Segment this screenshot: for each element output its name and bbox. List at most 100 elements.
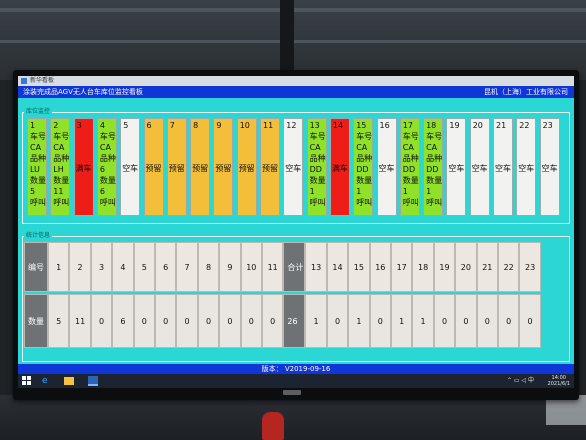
slot-cell[interactable]: 11 预留	[260, 118, 280, 216]
slot-quantity-cell: 0	[155, 294, 177, 348]
slot-detail-line: CA	[426, 143, 438, 152]
slot-cell[interactable]: 2 车号 CA 品种 LH 数量 11 呼叫	[50, 118, 71, 216]
slot-number-cell: 23	[519, 242, 541, 292]
slot-detail-line: 呼叫	[402, 198, 419, 207]
slot-cell[interactable]: 14 满车	[329, 118, 350, 216]
slot-status: 空车	[541, 164, 558, 173]
slot-number: 16	[379, 121, 390, 130]
slot-cell[interactable]: 12 空车	[283, 118, 304, 216]
slot-number: 15	[356, 121, 367, 130]
windows-start-icon[interactable]	[22, 376, 32, 386]
system-tray[interactable]: ⌃ ▭ ◁ 中	[506, 377, 534, 384]
clock-date: 2021/6/1	[547, 381, 570, 387]
slot-detail-line: 1	[356, 187, 362, 196]
slot-detail-line: 车号	[30, 132, 46, 141]
slot-cell[interactable]: 5 空车	[120, 118, 141, 216]
slot-quantity-cell: 6	[112, 294, 134, 348]
slot-status: 预留	[238, 164, 255, 173]
slot-number-cell: 14	[326, 242, 349, 292]
slot-number-cell: 3	[90, 242, 113, 292]
taskbar: e ⌃ ▭ ◁ 中 14:00 2021/6/1	[18, 374, 574, 388]
slot-cell[interactable]: 9 预留	[213, 118, 234, 216]
slot-cell[interactable]: 10 预留	[236, 118, 257, 216]
slot-detail-line: 车号	[426, 132, 443, 141]
file-explorer-icon[interactable]	[64, 377, 74, 385]
slots-panel	[22, 112, 570, 224]
slot-cell[interactable]: 15 车号 CA 品种 DD 数量 1 呼叫	[353, 118, 374, 216]
slot-detail-line: 车号	[99, 132, 116, 141]
slot-quantity-cell: 1	[305, 294, 327, 348]
slot-detail-line: 6	[99, 187, 105, 196]
slot-detail-line: 呼叫	[30, 198, 46, 207]
stats-panel	[22, 236, 570, 362]
slot-cell[interactable]: 4 车号 CA 品种 6 数量 6 呼叫	[96, 118, 117, 216]
slot-detail-line: CA	[53, 143, 65, 152]
slots-panel-label: 库位监控	[24, 108, 53, 115]
slot-cell[interactable]: 1 车号 CA 品种 LU 数量 5 呼叫	[27, 118, 47, 216]
slot-detail-line: CA	[356, 143, 368, 152]
slot-number: 2	[53, 121, 59, 130]
slot-number: 9	[216, 121, 222, 130]
slot-detail-line: 呼叫	[426, 198, 443, 207]
slot-detail-line: 1	[402, 187, 408, 196]
slot-cell[interactable]: 16 空车	[376, 118, 397, 216]
slot-detail-line: 6	[99, 165, 105, 174]
slot-quantity-cell: 0	[262, 294, 284, 348]
clock-time: 14:00	[551, 375, 566, 381]
version-bar: 版本： V2019-09-16	[18, 364, 574, 374]
slot-number: 20	[472, 121, 483, 130]
slot-cell[interactable]: 13 车号 CA 品种 DD 数量 1 呼叫	[306, 118, 327, 216]
slot-number: 5	[123, 121, 129, 130]
slot-cell[interactable]: 23 空车	[539, 118, 560, 216]
slot-detail-line: 数量	[356, 176, 373, 185]
monitor-screen: 新华看板 涂装完成品AGV无人台车库位监控看板 昆机（上海）工业有限公司 库位监…	[18, 76, 574, 388]
slot-cell[interactable]: 22 空车	[516, 118, 537, 216]
slot-number-cell: 10	[240, 242, 262, 292]
edge-browser-icon[interactable]: e	[42, 376, 48, 386]
slot-cell[interactable]: 20 空车	[469, 118, 490, 216]
slot-detail-line: DD	[402, 165, 416, 174]
slot-status: 预留	[215, 164, 232, 173]
slot-number: 17	[402, 121, 413, 130]
slot-quantity-cell: 0	[90, 294, 113, 348]
slot-cell[interactable]: 8 预留	[190, 118, 211, 216]
slot-quantity-cell: 0	[176, 294, 198, 348]
slot-cell[interactable]: 21 空车	[493, 118, 513, 216]
slot-detail-line: 车号	[309, 132, 326, 141]
slot-quantity-cell: 0	[455, 294, 477, 348]
slot-cell[interactable]: 18 车号 CA 品种 DD 数量 1 呼叫	[423, 118, 444, 216]
slot-cell[interactable]: 6 预留	[143, 118, 164, 216]
slot-number-cell: 20	[455, 242, 477, 292]
slot-number-cell: 11	[262, 242, 284, 292]
clock[interactable]: 14:00 2021/6/1	[548, 375, 570, 387]
slot-cell[interactable]: 3 满车	[73, 118, 94, 216]
slot-number: 10	[239, 121, 250, 130]
slot-quantity-cell: 0	[219, 294, 241, 348]
slot-detail-line: 品种	[309, 154, 326, 163]
slot-number: 23	[542, 121, 553, 130]
total-label: 合计	[283, 242, 306, 292]
slot-number-cell: 9	[219, 242, 241, 292]
slot-status: 空车	[122, 164, 139, 173]
slot-detail-line: 数量	[402, 176, 419, 185]
slot-detail-line: 1	[309, 187, 315, 196]
taskbar-app-button[interactable]	[88, 376, 98, 386]
slot-status: 空车	[471, 164, 488, 173]
stats-panel-label: 统计信息	[24, 232, 53, 239]
slot-cell[interactable]: 17 车号 CA 品种 DD 数量 1 呼叫	[399, 118, 420, 216]
slot-detail-line: 数量	[309, 176, 326, 185]
slot-detail-line: DD	[426, 165, 439, 174]
slot-detail-line: 数量	[426, 176, 443, 185]
slot-status: 满车	[331, 164, 348, 173]
slot-detail-line: 品种	[53, 154, 70, 163]
app-icon	[21, 78, 27, 84]
slot-number-cell: 1	[48, 242, 70, 292]
slot-number: 18	[426, 121, 437, 130]
slot-detail-line: CA	[99, 143, 111, 152]
slot-number-cell: 15	[348, 242, 370, 292]
slot-cell[interactable]: 19 空车	[446, 118, 467, 216]
slot-status: 空车	[518, 164, 535, 173]
window-title: 新华看板	[30, 77, 55, 84]
slot-cell[interactable]: 7 预留	[166, 118, 187, 216]
slot-number-cell: 17	[391, 242, 413, 292]
